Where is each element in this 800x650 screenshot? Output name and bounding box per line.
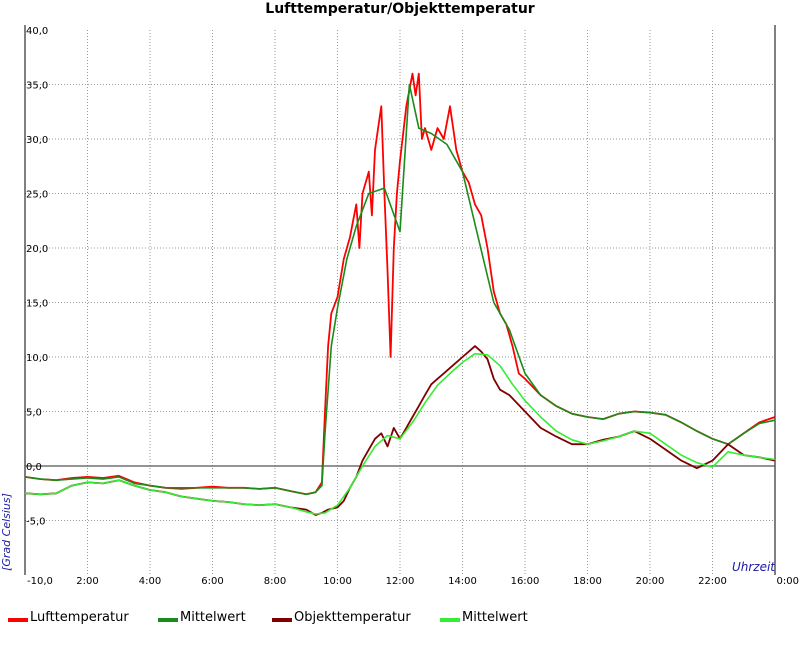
- legend-swatch: [440, 618, 460, 622]
- y-tick-label: -5,0: [26, 517, 46, 528]
- x-tick-label: 16:00: [511, 576, 540, 587]
- y-tick-label: 20,0: [26, 244, 48, 255]
- x-tick-label: 8:00: [264, 576, 286, 587]
- legend-item-4: Mittelwert: [440, 610, 528, 625]
- x-axis-label: Uhrzeit: [732, 560, 776, 574]
- legend-label: Objekttemperatur: [294, 610, 411, 625]
- x-tick-label: 4:00: [139, 576, 161, 587]
- axes: [24, 25, 776, 575]
- y-tick-labels: -5,0 0,0 5,0 10,0 15,0 20,0 25,0 30,0 35,0 40,0 -1…: [26, 26, 53, 587]
- legend-swatch: [8, 618, 28, 622]
- legend-label: Lufttemperatur: [30, 610, 129, 625]
- y-tick-label: 15,0: [26, 299, 48, 310]
- y-tick-label: 35,0: [26, 81, 48, 92]
- legend: Lufttemperatur Mittelwert Objekttemperatur…: [8, 610, 528, 625]
- legend-item-3: Objekttemperatur: [272, 610, 411, 625]
- x-tick-label: 6:00: [201, 576, 223, 587]
- legend-swatch: [272, 618, 292, 622]
- y-tick-label: 30,0: [26, 135, 48, 146]
- y-tick-label: 10,0: [26, 353, 48, 364]
- y-tick-label: 5,0: [26, 408, 42, 419]
- x-tick-label: 18:00: [573, 576, 602, 587]
- legend-item-1: Lufttemperatur: [8, 610, 129, 625]
- series-lines: [24, 72, 776, 516]
- legend-swatch: [158, 618, 178, 622]
- series-line-4: [24, 352, 776, 515]
- x-tick-labels: 2:00 4:00 6:00 8:00 10:00 12:00 14:00 16:00 18:0…: [76, 576, 799, 587]
- y-axis-label: [Grad Celsius]: [0, 493, 13, 571]
- grid-lines: [25, 30, 775, 575]
- legend-item-2: Mittelwert: [158, 610, 246, 625]
- legend-label: Mittelwert: [462, 610, 528, 625]
- legend-label: Mittelwert: [180, 610, 246, 625]
- x-tick-label: 20:00: [636, 576, 665, 587]
- y-tick-label: -10,0: [27, 576, 53, 587]
- y-tick-label: 25,0: [26, 190, 48, 201]
- series-line-2: [24, 83, 776, 496]
- x-tick-label: 22:00: [698, 576, 727, 587]
- x-tick-label: 2:00: [76, 576, 98, 587]
- chart-title: Lufttemperatur/Objekttemperatur: [265, 1, 535, 17]
- y-tick-label: 40,0: [26, 26, 48, 37]
- x-tick-label: 10:00: [323, 576, 352, 587]
- x-tick-label: 14:00: [448, 576, 477, 587]
- x-tick-label: 12:00: [386, 576, 415, 587]
- x-tick-label: 0:00: [777, 576, 799, 587]
- series-line-1: [24, 72, 776, 496]
- y-tick-label: 0,0: [26, 462, 42, 473]
